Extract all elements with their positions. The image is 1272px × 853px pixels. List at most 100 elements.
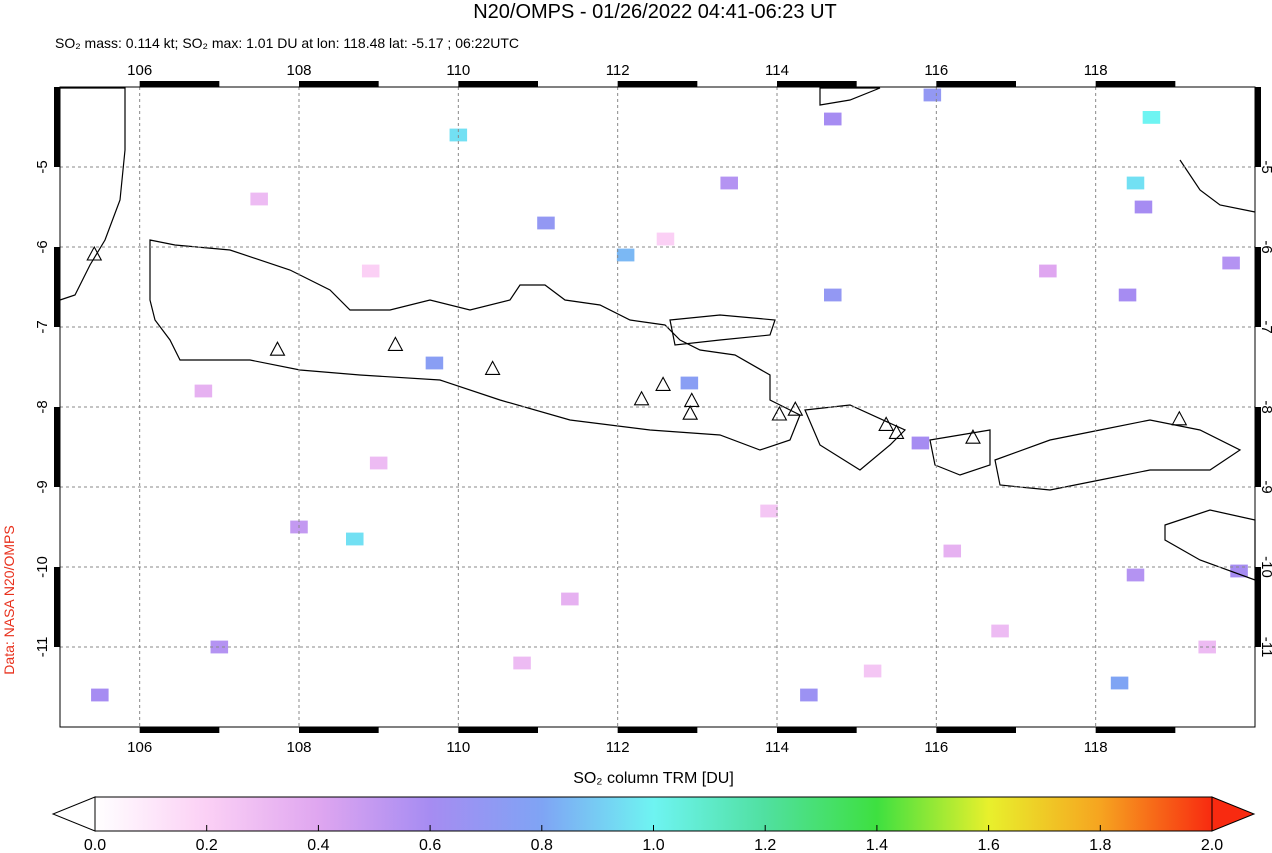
frame-bar (1255, 567, 1261, 647)
so2-pixel (824, 288, 842, 302)
so2-pixel (250, 192, 268, 206)
so2-pixel (1126, 176, 1145, 190)
x-tick-label: 112 (606, 62, 630, 79)
colorbar-tick-label: 0.0 (84, 837, 106, 853)
frame-bar (458, 81, 538, 87)
y-tick-label: -11 (34, 637, 51, 658)
colorbar-under (51, 796, 96, 832)
so2-pixel (1142, 111, 1161, 124)
frame-bar (617, 727, 698, 733)
frame-bar (299, 727, 379, 733)
so2-pixel (800, 688, 818, 702)
so2-pixel (561, 592, 579, 606)
frame-bar (777, 727, 857, 733)
so2-pixel (1039, 264, 1057, 278)
frame-bar (1255, 407, 1261, 487)
frame-bar (54, 247, 60, 327)
colorbar-tick-label: 1.6 (977, 837, 999, 853)
so2-pixel (369, 456, 388, 470)
y-tick-label: -9 (1258, 480, 1272, 493)
so2-pixel (680, 376, 699, 390)
x-tick-label: 116 (924, 739, 948, 756)
so2-pixel (1222, 256, 1240, 270)
so2-pixel (1118, 288, 1137, 302)
frame-bar (777, 81, 857, 87)
frame-bar (139, 81, 220, 87)
x-tick-label: 108 (286, 739, 311, 756)
colorbar-tick-label: 0.2 (196, 837, 218, 853)
y-tick-label: -5 (1258, 160, 1272, 173)
so2-pixel (537, 216, 555, 230)
y-tick-label: -7 (34, 320, 51, 333)
volcano (1171, 410, 1188, 426)
so2-pixel (1126, 568, 1145, 582)
y-tick-label: -10 (34, 556, 51, 578)
frame-bar (936, 81, 1016, 87)
x-tick-label: 114 (765, 739, 789, 756)
volcano (682, 405, 699, 420)
so2-pixel (513, 656, 531, 670)
y-tick-label: -6 (34, 240, 51, 253)
frame-bar (617, 81, 698, 87)
so2-pixel (923, 88, 942, 102)
so2-pixel (720, 176, 738, 190)
volcano (771, 405, 788, 421)
so2-pixel (425, 356, 444, 370)
colorbar-tick-label: 0.6 (419, 837, 441, 853)
so2-pixel (760, 504, 778, 518)
frame-bar (936, 727, 1016, 733)
y-tick-label: -6 (1258, 240, 1272, 253)
coastline (804, 404, 907, 471)
y-tick-label: -7 (1258, 320, 1272, 333)
y-tick-label: -9 (34, 480, 51, 493)
coastline (149, 239, 801, 451)
x-tick-label: 106 (127, 739, 152, 756)
so2-pixel (824, 112, 842, 126)
x-tick-label: 110 (446, 739, 470, 756)
y-tick-label: -10 (1258, 556, 1272, 578)
frame-bar (299, 81, 379, 87)
so2-pixel (616, 248, 635, 262)
coastline (929, 429, 991, 476)
frame-bar (458, 727, 538, 733)
volcano (269, 341, 286, 356)
frame-bar (139, 727, 220, 733)
colorbar-tick-label: 2.0 (1201, 837, 1223, 853)
coastline (994, 419, 1242, 491)
coastline (669, 314, 776, 346)
so2-pixel (991, 624, 1009, 638)
coastline (1179, 159, 1256, 213)
so2-pixel (91, 688, 109, 702)
x-tick-label: 118 (1084, 62, 1108, 79)
x-tick-label: 116 (924, 62, 948, 79)
frame-bar (54, 407, 60, 487)
so2-pixel (1110, 676, 1129, 690)
volcano (633, 390, 650, 406)
so2-pixel (943, 544, 962, 558)
y-tick-label: -11 (1258, 637, 1272, 658)
so2-pixel (656, 232, 675, 246)
frame-bar (54, 567, 60, 647)
pixel-layer (91, 88, 1248, 702)
credit: Data: NASA N20/OMPS (1, 525, 17, 674)
y-tick-label: -5 (34, 160, 51, 173)
colorbar-label: SO₂ column TRM [DU] (573, 770, 734, 787)
x-tick-label: 108 (286, 62, 311, 79)
so2-pixel (346, 532, 364, 546)
coastline (819, 87, 881, 106)
x-tick-label: 114 (765, 62, 789, 79)
so2-pixel (210, 640, 229, 654)
volcano (787, 401, 804, 416)
frame-bar (1255, 87, 1261, 167)
coastline (59, 87, 126, 301)
volcano (965, 429, 981, 444)
y-tick-label: -8 (1258, 400, 1272, 413)
coastlines (59, 87, 1256, 581)
colorbar-tick-label: 1.0 (642, 837, 664, 853)
colorbar-tick-label: 1.4 (866, 837, 888, 853)
chart-subtitle: SO₂ mass: 0.114 kt; SO₂ max: 1.01 DU at … (55, 35, 519, 51)
y-tick-label: -8 (34, 400, 51, 413)
so2-pixel (194, 384, 213, 398)
volcano (86, 245, 103, 261)
